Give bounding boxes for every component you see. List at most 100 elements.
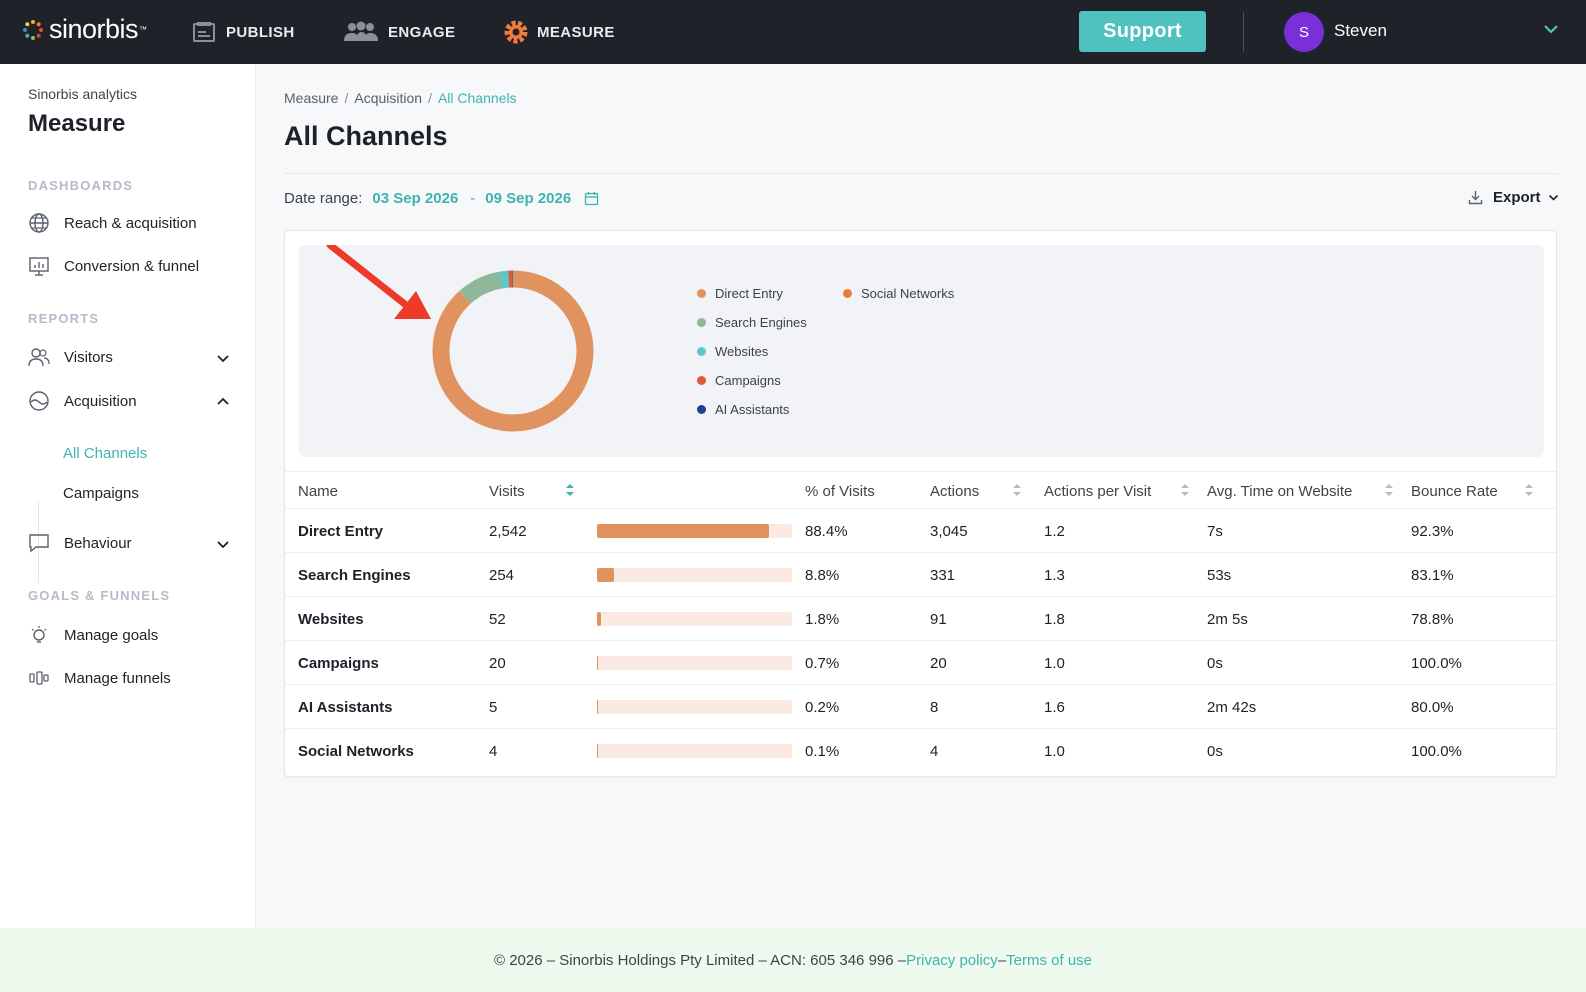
nav-publish[interactable]: PUBLISH <box>193 0 295 64</box>
chevron-down-icon[interactable] <box>1543 24 1559 34</box>
header-actions[interactable]: Actions <box>930 483 980 500</box>
brand-trademark: ™ <box>139 25 147 34</box>
cell-visits: 52 <box>489 611 506 628</box>
legend-social-networks[interactable]: Social Networks <box>843 286 954 301</box>
sort-icon[interactable] <box>1524 482 1534 498</box>
support-button[interactable]: Support <box>1079 11 1206 52</box>
breadcrumb-measure[interactable]: Measure <box>284 90 339 106</box>
sidebar-item-acquisition[interactable]: Acquisition <box>28 390 137 412</box>
chart-panel: Direct Entry Search Engines Websites Cam… <box>299 245 1544 457</box>
cell-percent-visits: 0.7% <box>805 655 840 672</box>
table-row[interactable]: AI Assistants 5 0.2% 8 1.6 2m 42s 80.0% <box>285 685 1556 729</box>
avatar[interactable]: S <box>1284 12 1324 52</box>
cell-name: Search Engines <box>298 567 411 584</box>
header-actions-per-visit[interactable]: Actions per Visit <box>1044 483 1152 500</box>
visits-bar <box>597 568 792 582</box>
title-divider <box>284 173 1558 174</box>
nav-measure-label: MEASURE <box>537 23 615 41</box>
cell-percent-visits: 88.4% <box>805 523 848 540</box>
footer-copyright: © 2026 – Sinorbis Holdings Pty Limited –… <box>493 951 907 969</box>
section-dashboards: DASHBOARDS <box>28 178 134 193</box>
visits-bar <box>597 524 792 538</box>
engage-icon <box>344 21 378 41</box>
sidebar-item-campaigns[interactable]: Campaigns <box>63 485 139 502</box>
cell-avg-time: 2m 5s <box>1207 611 1248 628</box>
sort-icon[interactable] <box>1180 482 1190 498</box>
cell-bounce-rate: 78.8% <box>1411 611 1454 628</box>
segment-direct-entry[interactable] <box>432 270 594 432</box>
chat-bubble-icon <box>28 532 50 554</box>
visits-bar-fill <box>597 612 601 626</box>
visits-bar <box>597 612 792 626</box>
segment-ai-assistants[interactable] <box>432 270 594 432</box>
breadcrumb-acquisition[interactable]: Acquisition <box>354 90 423 106</box>
cell-name: AI Assistants <box>298 699 393 716</box>
cell-avg-time: 7s <box>1207 523 1223 540</box>
header-visits[interactable]: Visits <box>489 483 525 500</box>
brand-logo[interactable]: sinorbis ™ <box>22 14 147 45</box>
nav-measure[interactable]: MEASURE <box>504 0 615 64</box>
sort-icon[interactable] <box>1384 482 1394 498</box>
privacy-policy-link[interactable]: Privacy policy <box>906 951 998 969</box>
legend-search-engines[interactable]: Search Engines <box>697 315 807 330</box>
sidebar-item-manage-funnels[interactable]: Manage funnels <box>28 667 171 689</box>
sort-icon[interactable] <box>1012 482 1022 498</box>
table-row[interactable]: Social Networks 4 0.1% 4 1.0 0s 100.0% <box>285 729 1556 773</box>
visits-bar-fill <box>597 568 615 582</box>
visits-bar-fill <box>597 744 599 758</box>
date-range-end[interactable]: 09 Sep 2026 <box>485 190 572 207</box>
section-reports: REPORTS <box>28 311 100 326</box>
legend-label: Search Engines <box>715 315 807 330</box>
sidebar-item-conversion-funnel[interactable]: Conversion & funnel <box>28 255 199 277</box>
sidebar-item-all-channels[interactable]: All Channels <box>63 445 148 462</box>
sidebar-title: Measure <box>28 110 126 137</box>
chevron-down-icon[interactable] <box>216 540 230 549</box>
header-percent-visits[interactable]: % of Visits <box>805 483 875 500</box>
publish-icon <box>193 22 215 42</box>
sidebar-item-label: Behaviour <box>64 534 132 552</box>
legend-campaigns[interactable]: Campaigns <box>697 373 781 388</box>
sidebar-item-visitors[interactable]: Visitors <box>28 346 113 368</box>
date-range-start[interactable]: 03 Sep 2026 <box>372 190 459 207</box>
sort-active-icon[interactable] <box>565 482 575 498</box>
legend-dot-icon <box>697 289 706 298</box>
cell-actions: 91 <box>930 611 947 628</box>
sidebar-item-behaviour[interactable]: Behaviour <box>28 532 132 554</box>
legend-label: Campaigns <box>715 373 781 388</box>
chevron-up-icon[interactable] <box>216 397 230 406</box>
sidebar-item-reach-acquisition[interactable]: Reach & acquisition <box>28 212 197 234</box>
cell-actions-per-visit: 1.8 <box>1044 611 1065 628</box>
terms-of-use-link[interactable]: Terms of use <box>1006 951 1093 969</box>
cell-bounce-rate: 92.3% <box>1411 523 1454 540</box>
visits-bar-fill <box>597 524 770 538</box>
download-icon <box>1468 191 1483 205</box>
header-name[interactable]: Name <box>298 483 339 500</box>
sidebar-item-label: Visitors <box>64 348 113 366</box>
cell-actions-per-visit: 1.2 <box>1044 523 1065 540</box>
visits-bar-fill <box>597 700 599 714</box>
cell-name: Campaigns <box>298 655 379 672</box>
user-name[interactable]: Steven <box>1334 21 1387 40</box>
footer: © 2026 – Sinorbis Holdings Pty Limited –… <box>0 928 1586 992</box>
sidebar-item-label: Acquisition <box>64 392 137 410</box>
nav-engage[interactable]: ENGAGE <box>343 0 455 64</box>
table-row[interactable]: Campaigns 20 0.7% 20 1.0 0s 100.0% <box>285 641 1556 685</box>
top-bar: sinorbis ™ PUBLISH ENGAGE MEASURE Support… <box>0 0 1586 64</box>
chevron-down-icon[interactable] <box>216 354 230 363</box>
cell-bounce-rate: 100.0% <box>1411 743 1462 760</box>
export-button[interactable]: Export <box>1468 189 1569 206</box>
sidebar-item-manage-goals[interactable]: Manage goals <box>28 624 158 646</box>
legend-direct-entry[interactable]: Direct Entry <box>697 286 783 301</box>
legend-websites[interactable]: Websites <box>697 344 768 359</box>
cell-bounce-rate: 83.1% <box>1411 567 1454 584</box>
header-avg-time[interactable]: Avg. Time on Website <box>1207 483 1353 500</box>
visits-bar <box>597 744 792 758</box>
calendar-icon[interactable] <box>584 191 599 206</box>
table-row[interactable]: Websites 52 1.8% 91 1.8 2m 5s 78.8% <box>285 597 1556 641</box>
cell-actions: 331 <box>930 567 956 584</box>
header-bounce-rate[interactable]: Bounce Rate <box>1411 483 1498 500</box>
table-row[interactable]: Search Engines 254 8.8% 331 1.3 53s 83.1… <box>285 553 1556 597</box>
monitor-chart-icon <box>28 255 50 277</box>
table-row[interactable]: Direct Entry 2,542 88.4% 3,045 1.2 7s 92… <box>285 509 1556 553</box>
legend-ai-assistants[interactable]: AI Assistants <box>697 402 789 417</box>
